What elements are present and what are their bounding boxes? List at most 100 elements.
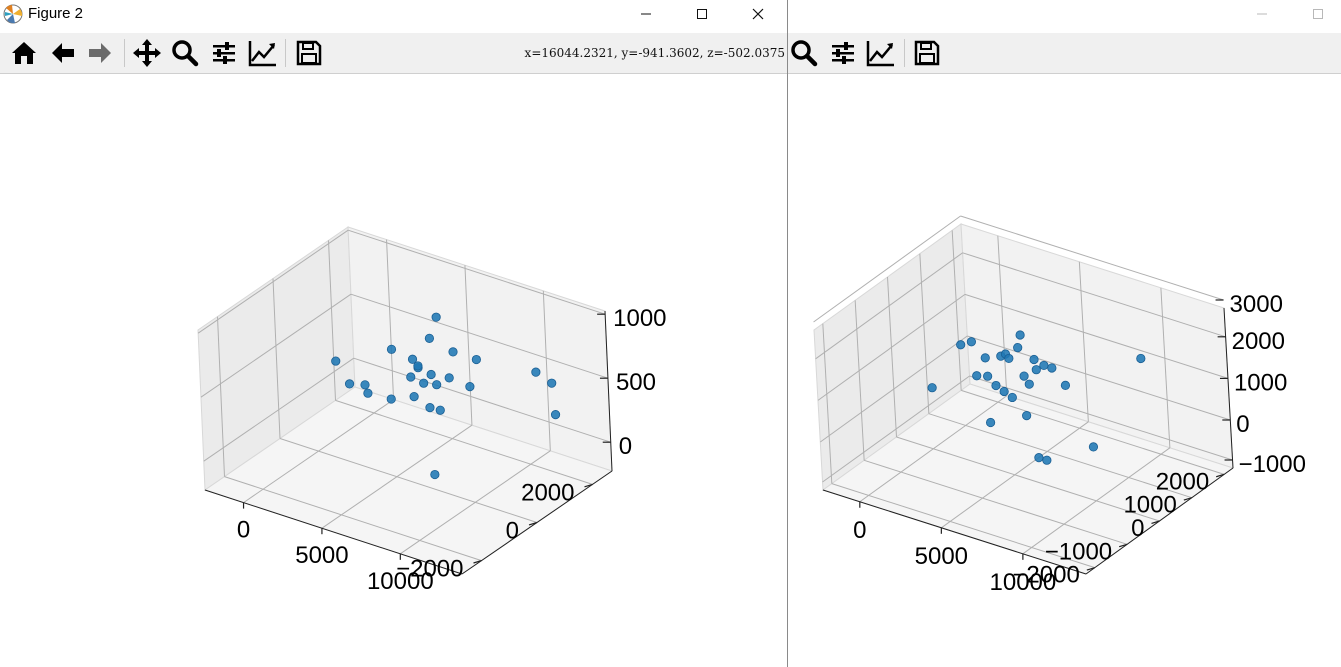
- window-title: Figure 2: [28, 5, 84, 22]
- y-tick-label: −2000: [1012, 562, 1079, 589]
- data-point: [1022, 411, 1032, 421]
- y-tick-label: −1000: [1045, 538, 1112, 565]
- configure-subplots-button[interactable]: [208, 37, 240, 69]
- x-axis-line: [822, 489, 1087, 575]
- cursor-coordinates-readout: x=16044.2321, y=-941.3602, z=-502.0375: [524, 46, 785, 60]
- navigation-toolbar: x=16044.2321, y=-941.3602, z=-502.0375: [0, 33, 787, 74]
- figure-window-second: 0 5000 10000 −2000 −1000 0 1000 2000 −1000 0 1000 2…: [788, 0, 1341, 667]
- data-point: [1015, 330, 1025, 340]
- y-tick-label: 1000: [1123, 492, 1176, 519]
- grid-line-z: [203, 357, 355, 462]
- y-tick: [528, 521, 538, 526]
- z-tick-label: 0: [619, 433, 632, 460]
- grid-line-z: [960, 215, 1224, 301]
- data-point: [927, 383, 937, 393]
- close-button[interactable]: [735, 0, 781, 28]
- y-tick-label: 0: [506, 518, 519, 545]
- edit-axis-icon: [248, 41, 276, 67]
- grid-line-x: [386, 239, 395, 400]
- maximize-icon: [697, 9, 707, 19]
- data-point: [409, 392, 419, 402]
- z-tick-label: 3000: [1230, 291, 1283, 318]
- data-point: [432, 380, 442, 390]
- grid-line-z: [817, 293, 966, 401]
- y-tick: [1151, 520, 1160, 524]
- grid-line-y: [919, 253, 930, 414]
- grid-line-z: [813, 215, 961, 323]
- navigation-toolbar: [788, 33, 1341, 74]
- data-point: [430, 469, 440, 480]
- edit-axis-icon: [866, 41, 894, 67]
- grid-line-y: [896, 436, 1160, 522]
- grid-line-z: [969, 375, 1233, 461]
- data-point: [406, 372, 416, 382]
- minimize-button[interactable]: [623, 0, 669, 28]
- grid-line-z: [964, 293, 1229, 379]
- matplotlib-app-icon: [3, 4, 23, 24]
- grid-line-y: [224, 476, 482, 562]
- data-point: [471, 354, 481, 365]
- data-point: [999, 386, 1009, 397]
- toolbar-separator: [124, 39, 125, 67]
- z-tick-label: 500: [616, 369, 656, 396]
- forward-arrow-icon: [89, 43, 111, 63]
- close-icon: [752, 8, 764, 20]
- data-point: [386, 344, 397, 354]
- back-button[interactable]: [47, 37, 79, 69]
- toolbar-separator: [285, 39, 286, 67]
- data-point: [966, 337, 976, 347]
- edit-axis-button[interactable]: [247, 37, 279, 69]
- data-point: [419, 378, 429, 388]
- data-point: [1024, 379, 1034, 389]
- data-point: [1042, 455, 1052, 465]
- forward-button[interactable]: [84, 37, 116, 69]
- data-point: [425, 403, 435, 413]
- zoom-button[interactable]: [788, 37, 820, 69]
- grid-line-y: [279, 438, 538, 523]
- grid-line-z: [350, 293, 609, 379]
- grid-line-x: [1160, 287, 1171, 448]
- scatter-3d-plot-right[interactable]: 0500010000−2000−1000010002000−1000010002…: [788, 74, 1341, 667]
- minimize-button[interactable]: [1239, 0, 1285, 28]
- grid-line-z: [820, 335, 968, 443]
- grid-line-y: [272, 278, 281, 439]
- grid-line-z: [197, 229, 349, 334]
- toolbar-separator: [904, 39, 905, 67]
- maximize-button[interactable]: [1295, 0, 1341, 28]
- edit-axis-button[interactable]: [865, 37, 897, 69]
- pan-move-icon: [133, 39, 161, 67]
- grid-line-z: [353, 357, 611, 443]
- zoom-button[interactable]: [169, 37, 201, 69]
- data-point: [426, 369, 436, 380]
- save-figure-button[interactable]: [293, 37, 325, 69]
- figure-window-main: Figure 2: [0, 0, 787, 667]
- data-point: [991, 380, 1001, 391]
- grid-line-y: [854, 300, 865, 461]
- data-point: [424, 333, 434, 343]
- z-tick-label: 2000: [1232, 328, 1285, 355]
- configure-subplots-button[interactable]: [827, 37, 859, 69]
- grid-line-y: [864, 459, 1128, 545]
- data-point: [431, 312, 441, 322]
- window-divider: [787, 0, 788, 667]
- data-point: [980, 353, 990, 363]
- data-point: [1060, 380, 1071, 390]
- data-point: [531, 367, 541, 377]
- grid-line-y: [822, 323, 833, 484]
- data-point: [547, 378, 557, 388]
- data-point: [344, 379, 355, 389]
- grid-line-y: [961, 389, 1225, 475]
- data-point: [1088, 442, 1099, 452]
- save-figure-button[interactable]: [911, 37, 943, 69]
- pan-button[interactable]: [131, 37, 163, 69]
- grid-line-z: [347, 229, 606, 315]
- z-tick-label: 0: [1236, 411, 1249, 438]
- maximize-button[interactable]: [679, 0, 725, 28]
- y-tick-label: 2000: [1156, 468, 1209, 495]
- data-point: [983, 371, 993, 381]
- title-bar: Figure 2: [0, 0, 787, 28]
- home-button[interactable]: [8, 37, 40, 69]
- grid-line-y: [217, 316, 225, 477]
- data-point: [1004, 353, 1014, 364]
